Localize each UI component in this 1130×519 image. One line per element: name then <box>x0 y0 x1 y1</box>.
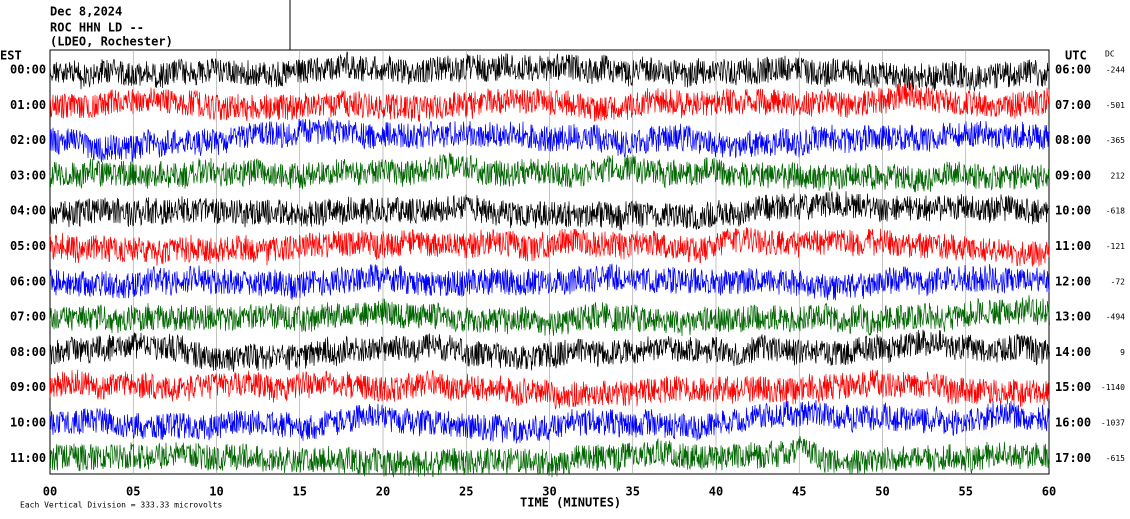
trace <box>49 51 1050 92</box>
dc-title: DC <box>1105 50 1115 59</box>
est-label: 09:00 <box>10 380 46 394</box>
trace <box>49 117 1050 163</box>
x-tick-label: 15 <box>293 485 307 499</box>
x-tick-label: 10 <box>209 485 223 499</box>
est-label: 11:00 <box>10 451 46 465</box>
trace <box>49 435 1050 478</box>
trace <box>49 329 1050 372</box>
dc-value: 212 <box>1111 171 1126 180</box>
x-tick-label: 25 <box>459 485 473 499</box>
utc-label: 08:00 <box>1055 133 1091 147</box>
trace <box>49 369 1050 410</box>
x-title: TIME (MINUTES) <box>520 496 621 510</box>
right-title: UTC <box>1065 49 1087 63</box>
trace <box>49 191 1050 231</box>
est-label: 08:00 <box>10 345 46 359</box>
est-label: 02:00 <box>10 133 46 147</box>
x-tick-label: 50 <box>875 485 889 499</box>
est-label: 06:00 <box>10 274 46 288</box>
date: Dec 8,2024 <box>50 5 122 19</box>
trace <box>49 152 1050 193</box>
utc-label: 09:00 <box>1055 168 1091 182</box>
utc-label: 07:00 <box>1055 98 1091 112</box>
dc-value: -494 <box>1106 313 1125 322</box>
est-label: 01:00 <box>10 98 46 112</box>
utc-label: 13:00 <box>1055 310 1091 324</box>
trace <box>49 263 1050 301</box>
dc-value: -615 <box>1106 454 1125 463</box>
est-label: 04:00 <box>10 204 46 218</box>
x-tick-label: 35 <box>626 485 640 499</box>
utc-label: 11:00 <box>1055 239 1091 253</box>
est-label: 00:00 <box>10 63 46 77</box>
utc-label: 06:00 <box>1055 63 1091 77</box>
dc-value: -1140 <box>1101 383 1125 392</box>
x-tick-label: 55 <box>959 485 973 499</box>
footer: Each Vertical Division = 333.33 microvol… <box>20 501 222 510</box>
x-tick-label: 00 <box>43 485 57 499</box>
dc-value: -244 <box>1106 66 1125 75</box>
x-tick-label: 20 <box>376 485 390 499</box>
trace <box>49 227 1050 267</box>
utc-label: 15:00 <box>1055 380 1091 394</box>
dc-value: -618 <box>1106 207 1125 216</box>
est-label: 07:00 <box>10 310 46 324</box>
trace <box>49 82 1050 122</box>
dc-value: -72 <box>1111 277 1126 286</box>
est-label: 10:00 <box>10 416 46 430</box>
est-label: 05:00 <box>10 239 46 253</box>
utc-label: 17:00 <box>1055 451 1091 465</box>
utc-label: 16:00 <box>1055 416 1091 430</box>
trace <box>49 399 1050 444</box>
left-title: EST <box>0 49 22 63</box>
x-tick-label: 30 <box>542 485 556 499</box>
network: (LDEO, Rochester) <box>50 35 173 49</box>
station: ROC HHN LD -- <box>50 21 144 35</box>
est-label: 03:00 <box>10 168 46 182</box>
utc-label: 10:00 <box>1055 204 1091 218</box>
x-tick-label: 05 <box>126 485 140 499</box>
dc-value: -121 <box>1106 242 1125 251</box>
utc-label: 12:00 <box>1055 274 1091 288</box>
x-tick-label: 60 <box>1042 485 1056 499</box>
dc-value: -365 <box>1106 136 1125 145</box>
dc-value: 9 <box>1120 348 1125 357</box>
utc-label: 14:00 <box>1055 345 1091 359</box>
trace <box>49 295 1050 337</box>
dc-value: -1037 <box>1101 419 1125 428</box>
x-tick-label: 40 <box>709 485 723 499</box>
x-tick-label: 45 <box>792 485 806 499</box>
dc-value: -501 <box>1106 101 1125 110</box>
